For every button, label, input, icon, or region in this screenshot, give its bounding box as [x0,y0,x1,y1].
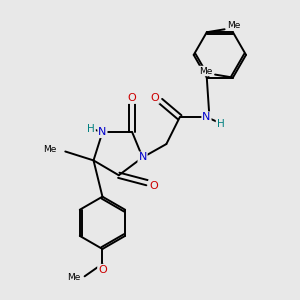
Text: Me: Me [44,145,57,154]
Text: N: N [138,152,147,162]
Text: Me: Me [68,273,81,282]
Text: H: H [87,124,95,134]
Text: O: O [128,93,136,103]
Text: Me: Me [227,21,241,30]
Text: N: N [98,127,106,137]
Text: O: O [98,265,107,275]
Text: N: N [202,112,211,122]
Text: Me: Me [199,67,212,76]
Text: O: O [149,181,158,191]
Text: H: H [217,119,224,129]
Text: O: O [150,93,159,103]
